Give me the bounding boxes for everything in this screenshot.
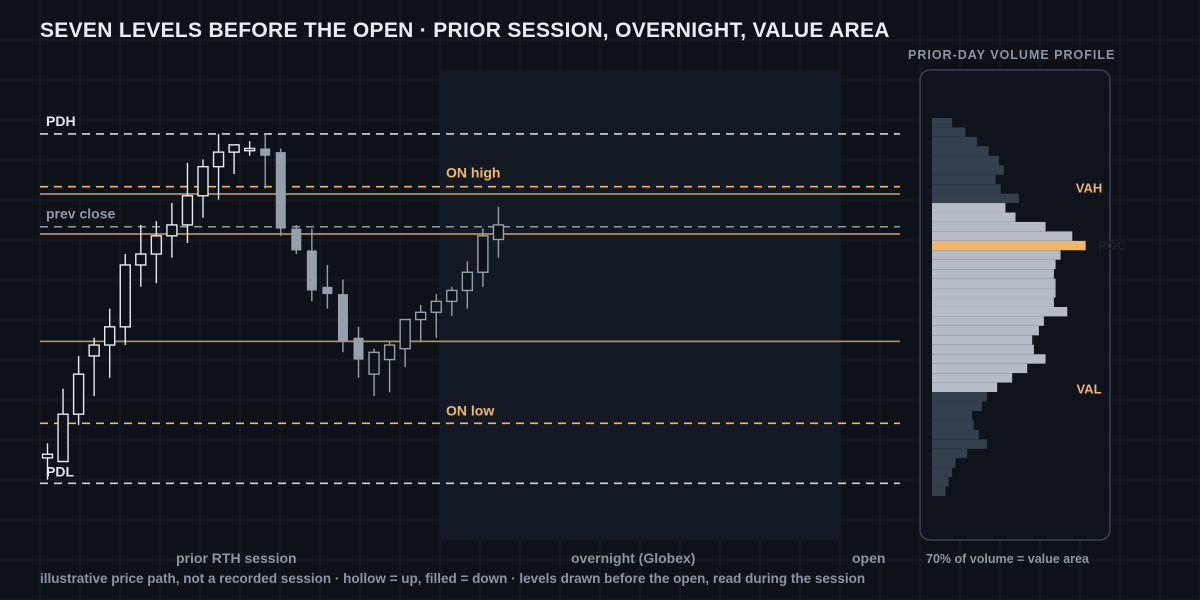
profile-bar <box>932 146 989 156</box>
profile-bar <box>932 382 998 392</box>
candle <box>383 341 396 393</box>
profile-bar <box>932 165 1004 175</box>
profile-bar <box>932 420 974 430</box>
candle <box>353 326 364 378</box>
profile-bar <box>932 221 1046 232</box>
level-label-pdl: PDL <box>46 463 74 479</box>
profile-bar <box>932 250 1061 260</box>
profile-bar <box>932 307 1068 317</box>
profile-bar <box>932 325 1039 336</box>
profile-bar <box>932 439 988 449</box>
candle <box>119 254 131 346</box>
profile-bar <box>932 373 1013 383</box>
candle <box>322 264 333 309</box>
candle <box>275 148 286 236</box>
profile-bar <box>932 297 1054 307</box>
candle <box>337 279 348 353</box>
candle <box>430 294 442 338</box>
candle <box>306 228 317 302</box>
profile-bar-poc <box>932 240 1086 251</box>
profile-label-vah: VAH <box>1076 180 1102 195</box>
profile-label-val: VAL <box>1076 381 1101 396</box>
profile-bar <box>932 136 978 147</box>
candle <box>212 133 225 200</box>
value-area-labels: VAH POC VAL <box>1076 180 1127 396</box>
candle <box>166 203 178 258</box>
candle <box>135 224 147 287</box>
profile-bar <box>932 401 983 411</box>
profile-bar <box>932 467 953 478</box>
candle <box>461 261 474 309</box>
candle <box>260 133 271 189</box>
level-label-pdh: PDH <box>46 113 76 129</box>
level-label-on-low: ON low <box>446 402 494 418</box>
profile-bar <box>932 174 996 185</box>
profile-bar <box>932 335 1033 345</box>
profile-bar <box>932 203 1006 213</box>
level-label-prev-close: prev close <box>46 206 115 222</box>
profile-bar <box>932 259 1056 270</box>
profile-bar <box>932 269 1054 279</box>
candle <box>150 221 163 284</box>
profile-bar <box>932 118 953 128</box>
profile-label-poc: POC <box>1098 238 1127 253</box>
profile-bar <box>932 212 1016 222</box>
profile-bar <box>932 184 1001 194</box>
profile-bar <box>932 392 988 402</box>
candle <box>228 144 240 174</box>
profile-bar <box>932 410 973 421</box>
candle <box>477 228 489 287</box>
profile-bar <box>932 448 968 459</box>
profile-bar <box>932 231 1073 241</box>
profile-bar <box>932 288 1056 298</box>
candle <box>88 337 100 396</box>
profile-bar <box>932 354 1046 364</box>
x-label-rth-session: prior RTH session <box>176 550 297 566</box>
candle <box>415 305 427 342</box>
profile-bar <box>932 429 979 440</box>
footnote: illustrative price path, not a recorded … <box>40 571 866 586</box>
profile-bar <box>932 477 949 487</box>
profile-bar <box>932 458 956 468</box>
profile-bar <box>932 278 1056 289</box>
candle <box>57 388 69 463</box>
candlesticks <box>41 133 505 480</box>
candle <box>72 355 85 426</box>
candle <box>492 206 505 258</box>
profile-bar <box>932 127 966 137</box>
candle <box>399 318 411 367</box>
candle <box>197 159 209 218</box>
profile-bar <box>932 363 1028 374</box>
x-label-overnight-session: overnight (Globex) <box>571 550 696 566</box>
candle <box>368 348 380 396</box>
candle <box>103 308 116 378</box>
candle <box>243 141 256 156</box>
profile-bar <box>932 155 999 166</box>
profile-bar <box>932 344 1034 355</box>
level-label-on-high: ON high <box>446 165 500 181</box>
key-levels <box>40 133 900 485</box>
profile-bar <box>932 193 1019 203</box>
chart-title: SEVEN LEVELS BEFORE THE OPEN · PRIOR SES… <box>40 19 890 42</box>
candle <box>291 224 302 255</box>
profile-bar <box>932 486 946 496</box>
level-labels: PDH ON high prev close ON low PDL <box>46 113 500 479</box>
x-label-open: open <box>852 550 886 566</box>
candle <box>181 163 194 244</box>
volume-profile-caption: 70% of volume = value area <box>926 552 1089 566</box>
profile-bar <box>932 316 1044 326</box>
volume-profile-title: PRIOR-DAY VOLUME PROFILE <box>908 48 1116 62</box>
volume-profile-bars <box>932 118 1086 496</box>
candle <box>41 443 54 480</box>
candle <box>446 286 458 316</box>
overnight-session-shade <box>440 70 840 540</box>
